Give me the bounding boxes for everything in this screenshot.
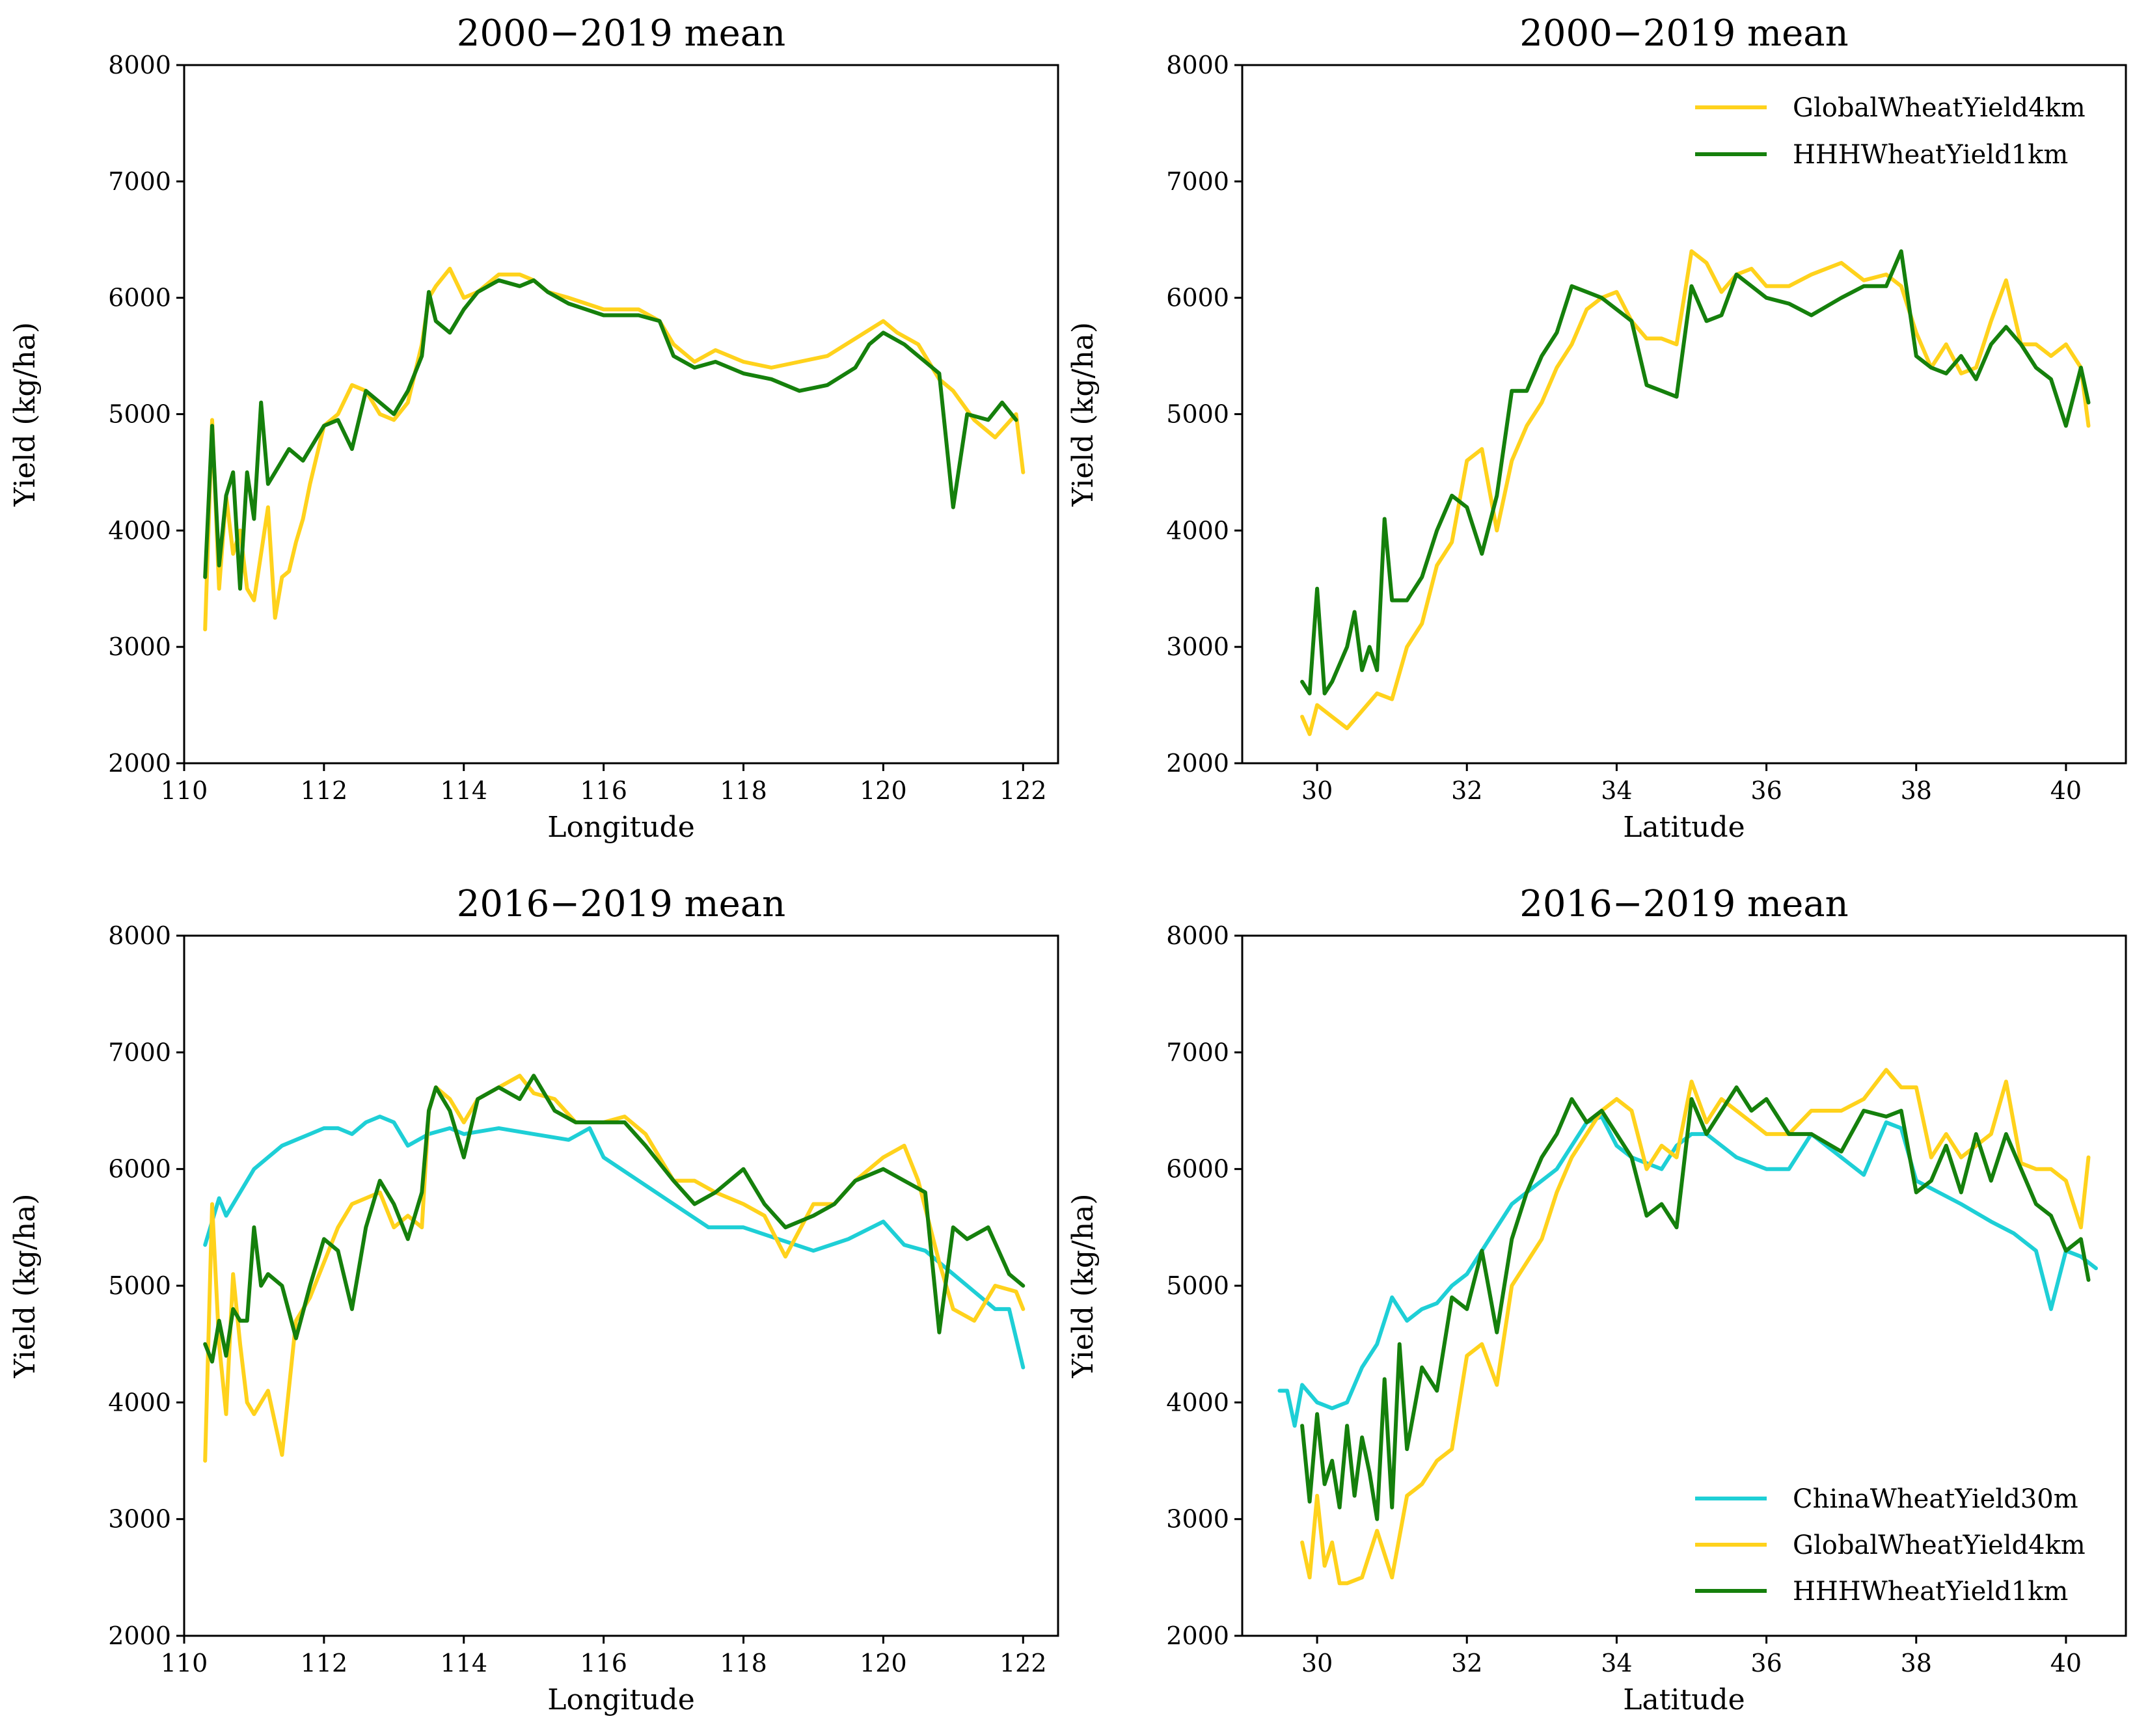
y-tick-label: 3000 — [1166, 1505, 1229, 1534]
y-tick-label: 8000 — [1166, 51, 1229, 79]
plot-frame — [183, 64, 1059, 765]
x-tick-label: 38 — [1901, 776, 1932, 805]
y-tick-label: 3000 — [108, 632, 171, 661]
series-line-globalwheatyield4km — [203, 1074, 1026, 1463]
legend-label: GlobalWheatYield4km — [1793, 93, 2086, 123]
y-tick-label: 6000 — [108, 284, 171, 312]
series-line-globalwheatyield4km — [203, 267, 1026, 632]
legend: GlobalWheatYield4km HHHWheatYield1km — [1695, 93, 2086, 170]
legend-label: HHHWheatYield1km — [1793, 140, 2068, 170]
x-tick-label: 36 — [1750, 776, 1782, 805]
y-tick-label: 6000 — [1166, 1155, 1229, 1184]
x-tick-label: 110 — [161, 776, 208, 805]
x-tick-label: 112 — [301, 1649, 348, 1677]
x-tick-label: 110 — [161, 1649, 208, 1677]
y-tick-label: 2000 — [1166, 749, 1229, 778]
legend-label: HHHWheatYield1km — [1793, 1577, 2068, 1607]
x-tick-label: 114 — [440, 776, 487, 805]
y-tick-label: 6000 — [108, 1155, 171, 1184]
chart-title: 2000−2019 mean — [1519, 12, 1848, 55]
panel-latitude-2000-2019: 2000−2019 mean 2000 3000 4000 5000 6000 7000 80… — [1067, 12, 2127, 844]
x-axis-label: Latitude — [1623, 1683, 1745, 1716]
x-tick-label: 34 — [1601, 776, 1632, 805]
y-tick-label: 8000 — [108, 51, 171, 79]
x-tick-label: 40 — [2050, 1649, 2082, 1677]
x-tick-label: 118 — [720, 1649, 767, 1677]
series-line-globalwheatyield4km — [1300, 249, 2091, 737]
x-tick-label: 120 — [860, 776, 907, 805]
x-tick-label: 120 — [860, 1649, 907, 1677]
x-axis-label: Latitude — [1623, 811, 1745, 844]
y-tick-label: 6000 — [1166, 284, 1229, 312]
series-group — [203, 267, 1026, 632]
y-tick-label: 5000 — [1166, 1271, 1229, 1300]
series-group — [1277, 1068, 2098, 1586]
y-tick-label: 2000 — [108, 749, 171, 778]
panel-longitude-2016-2019: 2016−2019 mean 2000 3000 4000 5000 6000 7000 80… — [8, 883, 1059, 1716]
series-line-chinawheatyield30m — [203, 1115, 1026, 1370]
x-tick-label: 30 — [1301, 1649, 1333, 1677]
y-tick-label: 5000 — [108, 1271, 171, 1300]
x-tick-label: 30 — [1301, 776, 1333, 805]
series-group — [203, 1074, 1026, 1463]
y-axis-label: Yield (kg/ha) — [8, 322, 42, 507]
y-tick-label: 4000 — [108, 516, 171, 545]
legend: ChinaWheatYield30m GlobalWheatYield4km HHH… — [1695, 1484, 2086, 1607]
y-tick-label: 5000 — [108, 400, 171, 429]
x-tick-label: 114 — [440, 1649, 487, 1677]
y-tick-label: 5000 — [1166, 400, 1229, 429]
x-tick-label: 116 — [580, 1649, 627, 1677]
x-tick-label: 122 — [1000, 1649, 1047, 1677]
panel-longitude-2000-2019: 2000−2019 mean 2000 3000 4000 5000 6000 7000 80… — [8, 12, 1059, 844]
x-tick-label: 118 — [720, 776, 767, 805]
x-tick-label: 112 — [301, 776, 348, 805]
series-group — [1300, 249, 2091, 737]
x-tick-label: 34 — [1601, 1649, 1632, 1677]
y-tick-label: 7000 — [1166, 1038, 1229, 1066]
x-tick-label: 36 — [1750, 1649, 1782, 1677]
x-axis-label: Longitude — [547, 1683, 695, 1716]
series-line-hhhwheatyield1km — [1300, 249, 2091, 696]
chart-title: 2000−2019 mean — [457, 12, 785, 55]
x-tick-label: 122 — [1000, 776, 1047, 805]
y-tick-label: 7000 — [108, 167, 171, 196]
x-tick-label: 32 — [1451, 1649, 1482, 1677]
x-tick-label: 116 — [580, 776, 627, 805]
panel-latitude-2016-2019: 2016−2019 mean 2000 3000 4000 5000 6000 7000 80… — [1067, 883, 2127, 1716]
x-axis-label: Longitude — [547, 811, 695, 844]
y-tick-label: 3000 — [1166, 632, 1229, 661]
series-line-globalwheatyield4km — [1300, 1068, 2091, 1586]
y-tick-label: 8000 — [108, 921, 171, 950]
legend-label: GlobalWheatYield4km — [1793, 1530, 2086, 1560]
y-tick-label: 3000 — [108, 1505, 171, 1534]
y-axis-label: Yield (kg/ha) — [1067, 1193, 1100, 1378]
y-tick-label: 4000 — [1166, 1388, 1229, 1417]
series-line-hhhwheatyield1km — [1300, 1085, 2091, 1521]
y-axis-label: Yield (kg/ha) — [8, 1193, 42, 1378]
x-tick-label: 32 — [1451, 776, 1482, 805]
series-line-hhhwheatyield1km — [203, 278, 1018, 591]
y-axis-label: Yield (kg/ha) — [1067, 322, 1100, 507]
chart-title: 2016−2019 mean — [457, 883, 785, 925]
y-tick-label: 7000 — [1166, 167, 1229, 196]
legend-label: ChinaWheatYield30m — [1793, 1484, 2078, 1514]
y-tick-label: 8000 — [1166, 921, 1229, 950]
chart-title: 2016−2019 mean — [1519, 883, 1848, 925]
x-tick-label: 40 — [2050, 776, 2082, 805]
series-line-hhhwheatyield1km — [203, 1074, 1026, 1364]
y-tick-label: 2000 — [108, 1621, 171, 1650]
y-tick-label: 2000 — [1166, 1621, 1229, 1650]
y-tick-label: 4000 — [1166, 516, 1229, 545]
y-tick-label: 4000 — [108, 1388, 171, 1417]
x-tick-label: 38 — [1901, 1649, 1932, 1677]
y-tick-label: 7000 — [108, 1038, 171, 1066]
